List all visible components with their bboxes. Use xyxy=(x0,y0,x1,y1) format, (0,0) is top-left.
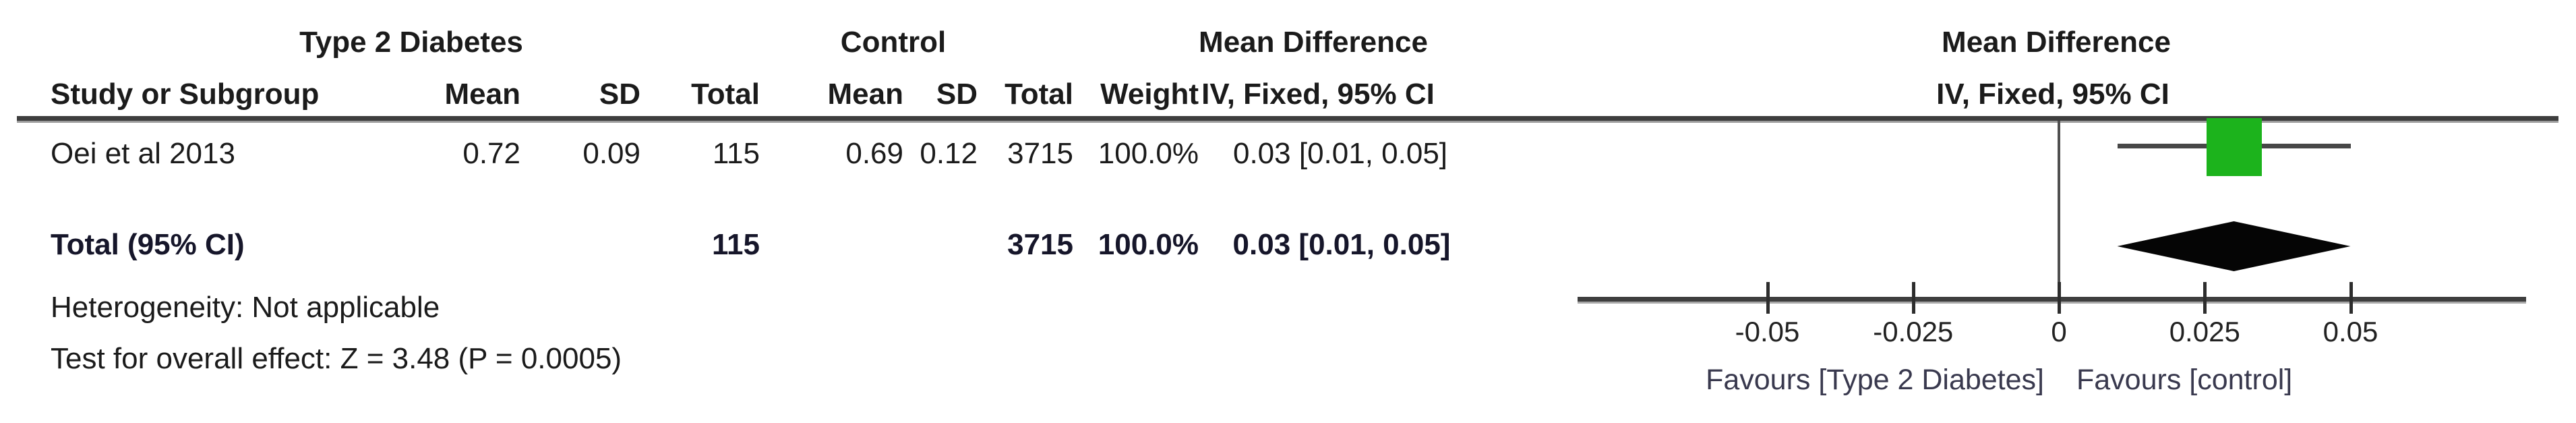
axis-tick xyxy=(2058,282,2061,314)
plot-header-iv-fixed-ci: IV, Fixed, 95% CI xyxy=(1936,78,2169,111)
favours-right-label: Favours [control] xyxy=(2076,364,2293,396)
axis-tick xyxy=(1911,282,1915,314)
study-total-2: 3715 xyxy=(1007,137,1073,170)
axis-tick-label: -0.05 xyxy=(1735,316,1800,347)
study-total-1: 115 xyxy=(712,137,760,170)
study-sd-1: 0.09 xyxy=(582,137,640,170)
x-axis-line xyxy=(1578,297,2526,304)
column-header-mean-difference: Mean Difference xyxy=(1199,26,1428,59)
plot-header-mean-difference: Mean Difference xyxy=(1942,26,2171,59)
axis-tick xyxy=(2349,282,2353,314)
column-header-weight: Weight xyxy=(1100,78,1199,111)
column-header-mean-2: Mean xyxy=(827,78,903,111)
study-ci-text: 0.03 [0.01, 0.05] xyxy=(1232,137,1448,170)
axis-tick xyxy=(1766,282,1770,314)
header-separator-line xyxy=(17,116,2558,123)
zero-effect-line xyxy=(2058,121,2060,299)
total-total-1: 115 xyxy=(712,228,760,261)
axis-tick-label: 0.05 xyxy=(2323,316,2378,347)
axis-tick-label: 0.025 xyxy=(2169,316,2240,347)
study-sd-2: 0.12 xyxy=(920,137,978,170)
heterogeneity-note: Heterogeneity: Not applicable xyxy=(51,291,440,324)
study-mean-1: 0.72 xyxy=(462,137,520,170)
column-header-iv-fixed-ci: IV, Fixed, 95% CI xyxy=(1201,78,1435,111)
total-ci-text: 0.03 [0.01, 0.05] xyxy=(1232,228,1451,261)
total-total-2: 3715 xyxy=(1007,228,1073,261)
column-header-sd-1: SD xyxy=(599,78,640,111)
column-header-mean-1: Mean xyxy=(444,78,520,111)
favours-left-label: Favours [Type 2 Diabetes] xyxy=(1706,364,2044,396)
study-mean-2: 0.69 xyxy=(845,137,903,170)
study-point-estimate-marker xyxy=(2206,118,2262,176)
group-header-type2-diabetes: Type 2 Diabetes xyxy=(299,26,523,59)
axis-tick xyxy=(2203,282,2207,314)
overall-effect-note: Test for overall effect: Z = 3.48 (P = 0… xyxy=(51,342,622,375)
column-header-sd-2: SD xyxy=(936,78,978,111)
total-label: Total (95% CI) xyxy=(51,228,245,261)
column-header-total-2: Total xyxy=(1005,78,1073,111)
axis-tick-label: -0.025 xyxy=(1873,316,1954,347)
total-weight: 100.0% xyxy=(1098,228,1199,261)
column-header-total-1: Total xyxy=(691,78,760,111)
study-weight: 100.0% xyxy=(1098,137,1199,170)
group-header-control: Control xyxy=(840,26,947,59)
axis-tick-label: 0 xyxy=(2051,316,2067,347)
column-header-study: Study or Subgroup xyxy=(51,78,320,111)
study-label: Oei et al 2013 xyxy=(51,137,235,170)
